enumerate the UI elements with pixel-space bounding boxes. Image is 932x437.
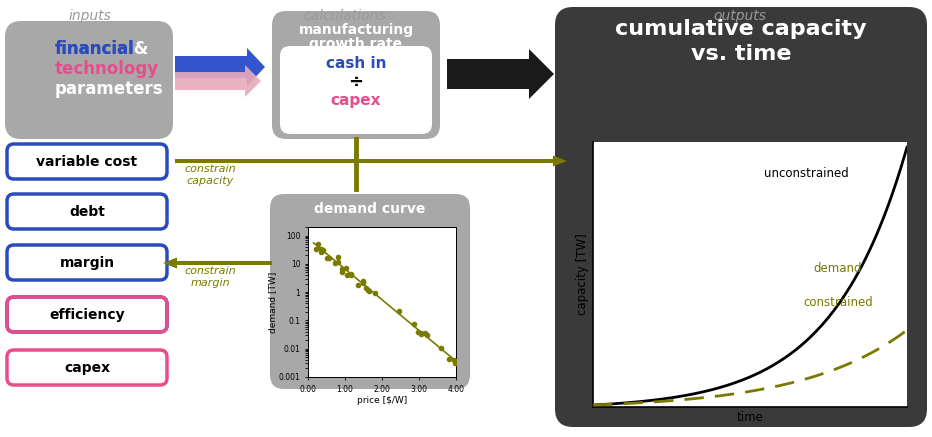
Text: financial: financial — [55, 40, 135, 58]
FancyArrow shape — [175, 48, 265, 86]
FancyBboxPatch shape — [7, 245, 167, 280]
Text: inputs: inputs — [69, 9, 112, 23]
Text: constrain
capacity: constrain capacity — [185, 164, 236, 186]
FancyArrow shape — [163, 257, 272, 268]
Text: financial: financial — [55, 40, 135, 58]
Text: calculations: calculations — [304, 9, 386, 23]
Text: vs. time: vs. time — [691, 44, 791, 64]
Text: constrain
margin: constrain margin — [185, 266, 236, 288]
Text: constrained: constrained — [803, 296, 872, 309]
Text: demand: demand — [814, 261, 862, 274]
FancyArrow shape — [175, 156, 567, 166]
Text: &: & — [128, 40, 148, 58]
Text: capex: capex — [64, 361, 110, 375]
FancyArrow shape — [447, 49, 554, 99]
Text: cumulative capacity: cumulative capacity — [615, 19, 867, 39]
X-axis label: time: time — [736, 411, 763, 424]
FancyBboxPatch shape — [7, 194, 167, 229]
FancyBboxPatch shape — [5, 21, 173, 139]
Text: parameters: parameters — [55, 80, 164, 98]
FancyBboxPatch shape — [7, 350, 167, 385]
Text: ÷: ÷ — [349, 73, 363, 91]
FancyBboxPatch shape — [555, 7, 927, 427]
Text: efficiency: efficiency — [49, 308, 125, 322]
FancyBboxPatch shape — [272, 11, 440, 139]
FancyBboxPatch shape — [280, 46, 432, 134]
Text: cash in: cash in — [326, 55, 386, 70]
Text: growth rate: growth rate — [309, 37, 403, 51]
Text: variable cost: variable cost — [36, 155, 138, 169]
Y-axis label: demand [TW]: demand [TW] — [268, 271, 277, 333]
Text: outputs: outputs — [714, 9, 766, 23]
FancyBboxPatch shape — [270, 194, 470, 389]
Text: unconstrained: unconstrained — [764, 167, 849, 180]
FancyArrow shape — [175, 65, 261, 97]
X-axis label: price [$/W]: price [$/W] — [357, 396, 407, 406]
Y-axis label: capacity [TW]: capacity [TW] — [576, 234, 589, 316]
Text: margin: margin — [60, 256, 115, 270]
Text: demand curve: demand curve — [314, 202, 426, 216]
FancyBboxPatch shape — [7, 297, 167, 332]
Text: debt: debt — [69, 205, 105, 219]
Text: capex: capex — [331, 94, 381, 108]
Text: technology: technology — [55, 60, 159, 78]
Text: manufacturing: manufacturing — [298, 23, 414, 37]
FancyBboxPatch shape — [7, 144, 167, 179]
